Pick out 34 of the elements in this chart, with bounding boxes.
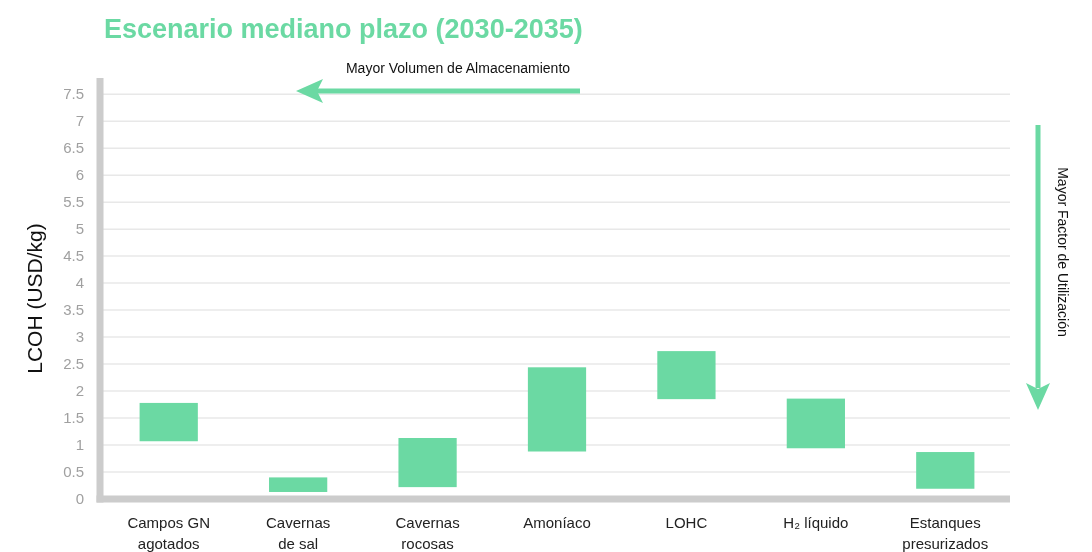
x-tick-label: H₂ líquido: [783, 514, 849, 531]
text: Mayor Volumen de Almacenamiento: [345, 60, 571, 76]
bar: [916, 452, 975, 489]
bar: [657, 351, 716, 400]
y-tick-label: 4.5: [63, 247, 84, 265]
y-tick-label: 7: [75, 112, 84, 130]
y-axis-title: LCOH (USD/kg): [23, 223, 46, 374]
y-tick-label: 4: [75, 274, 84, 292]
chart-title: Escenario mediano plazo (2030-2035): [104, 14, 583, 44]
y-tick-label: 2.5: [63, 355, 84, 373]
y-tick-label: 0.5: [63, 463, 84, 481]
y-tick-label: 0: [75, 490, 84, 508]
y-tick-label: 6.5: [63, 139, 84, 157]
y-tick-label: 1: [75, 436, 84, 454]
x-tick-label: Amoníaco: [523, 514, 591, 531]
bar: [786, 398, 845, 449]
y-tick-label: 2: [75, 382, 84, 400]
y-tick-label: 3.5: [63, 301, 84, 319]
x-tick-label: Cavernas rocosas: [395, 514, 460, 552]
x-tick-label: Cavernas de sal: [266, 514, 331, 552]
y-tick-label: 7.5: [63, 85, 84, 103]
y-tick-label: 5.5: [63, 193, 84, 211]
bar: [269, 477, 328, 492]
x-tick-label: Estanques presurizados: [902, 514, 989, 552]
bar: [398, 438, 457, 488]
y-tick-label: 3: [75, 328, 84, 346]
text: Mayor Factor de Utilización: [1055, 167, 1071, 337]
bar: [527, 367, 587, 452]
x-tick-label: LOHC: [665, 514, 708, 531]
x-tick-label: Campos GN agotados: [127, 514, 210, 552]
y-tick-label: 6: [75, 166, 84, 184]
y-tick-label: 1.5: [63, 409, 84, 427]
y-tick-label: 5: [75, 220, 84, 238]
bar: [139, 402, 198, 442]
